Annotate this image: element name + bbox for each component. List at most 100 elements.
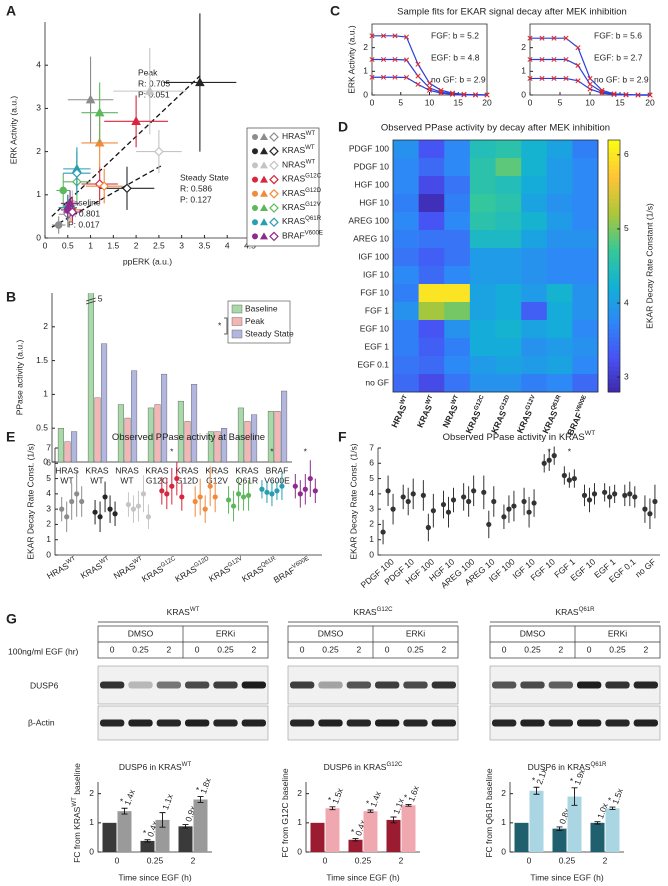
data-point [563,35,569,41]
significance-star: * [570,776,574,786]
colorbar-slice [608,295,620,301]
row-label: HGF 10 [359,197,389,207]
colorbar-slice [608,240,620,246]
blot-band [375,719,400,727]
heatmap-cell [444,374,471,393]
column-label: KRASG12C [463,394,490,436]
fit-annotation: R: 0.586 [180,183,212,193]
heatmap-cell [546,284,573,303]
text-segment: Observed PPase activity at Baseline [112,432,265,443]
legend-marker [260,189,268,197]
data-point [563,75,569,81]
legend-marker [252,205,258,211]
column-label: HRASWT [388,394,412,429]
treatment-label: DMSO [128,628,154,638]
colorbar-slice [608,299,620,305]
heatmap-cell [418,212,445,231]
superscript: G12V [305,201,322,208]
legend-label: KRASWT [282,144,315,155]
data-point [652,498,658,505]
data-point [415,81,421,87]
data-point [279,483,285,489]
data-point [642,506,648,512]
heatmap-cell [393,248,419,267]
y-tick-label: 3 [369,503,374,513]
text-segment: KRAS [167,607,190,617]
blot-band [548,681,573,689]
x-tick-label: 1.5 [107,240,119,250]
blot-band [605,719,630,727]
column-label: NRASWT [440,394,464,429]
blot-band [492,719,517,727]
series-label: FGF: b = 5.6 [594,30,642,40]
marker-peak [195,77,205,87]
heatmap-cell [546,140,573,159]
data-point [410,491,416,497]
data-point [602,489,608,495]
bar [94,397,101,462]
bar [605,808,620,852]
text-segment: KRAS [282,188,305,198]
value-label: 1.4x [368,789,383,808]
superscript: Q61R [579,606,596,613]
data-point [420,492,426,498]
legend-marker [269,217,279,228]
data-point [612,491,618,497]
colorbar-slice [608,253,620,259]
bar [214,431,221,462]
x-tick-label: 2 [134,240,139,250]
data-point [425,524,431,531]
colorbar-slice [608,215,620,221]
panel-label: C [330,3,340,19]
data-point [135,503,142,509]
column-label: KRASQ61R [539,394,566,436]
data-point [627,491,633,497]
y-axis-label: EKAR Decay Rate Const. (1/s) [348,443,358,559]
x-tick-label: 10 [585,97,595,107]
data-point [197,494,203,500]
data-point [461,92,467,98]
blot-band [520,719,545,727]
data-point [292,483,298,489]
heatmap-cell [418,194,445,213]
bar [177,400,184,462]
heatmap-cell [495,212,522,231]
heatmap-cell [393,176,419,195]
y-tick-label: 0 [501,846,506,856]
colorbar-slice [608,350,620,355]
colorbar-slice [608,173,620,179]
data-point [632,494,638,500]
colorbar-slice [608,156,620,162]
data-point [531,500,537,506]
data-point [130,506,137,512]
x-tick-label: BRAF [266,465,289,475]
x-tick-label: G12D [176,475,198,485]
data-point [472,92,479,98]
colorbar-slice [608,320,620,326]
legend-label: Steady State [245,328,294,338]
superscript: Q61R [590,761,607,768]
bar [529,790,544,852]
heatmap-cell [393,356,419,375]
heatmap-cell [469,320,496,339]
data-point [561,472,567,479]
blot-title: KRASQ61R [555,606,595,617]
error-bar [571,787,578,806]
colorbar-slice [608,274,620,280]
heatmap-cell [495,230,522,249]
fit-annotation: Peak [138,67,158,77]
heatmap-cell [444,248,471,267]
lane-label: 0.25 [524,644,541,654]
x-tick-label: 15 [615,97,625,107]
error-bar [533,786,540,795]
legend-marker [269,231,279,242]
lane-label: 0.25 [322,644,339,654]
lane-label: 0 [110,644,115,654]
colorbar-slice [608,190,620,196]
heatmap-cell [572,374,599,393]
y-axis-label: EKAR Decay Rate Const. (1/s) [25,443,35,559]
bar [567,796,582,852]
x-tick-label: 2 [603,855,608,865]
treatment-label: DMSO [318,628,344,638]
error-bar [352,838,359,842]
